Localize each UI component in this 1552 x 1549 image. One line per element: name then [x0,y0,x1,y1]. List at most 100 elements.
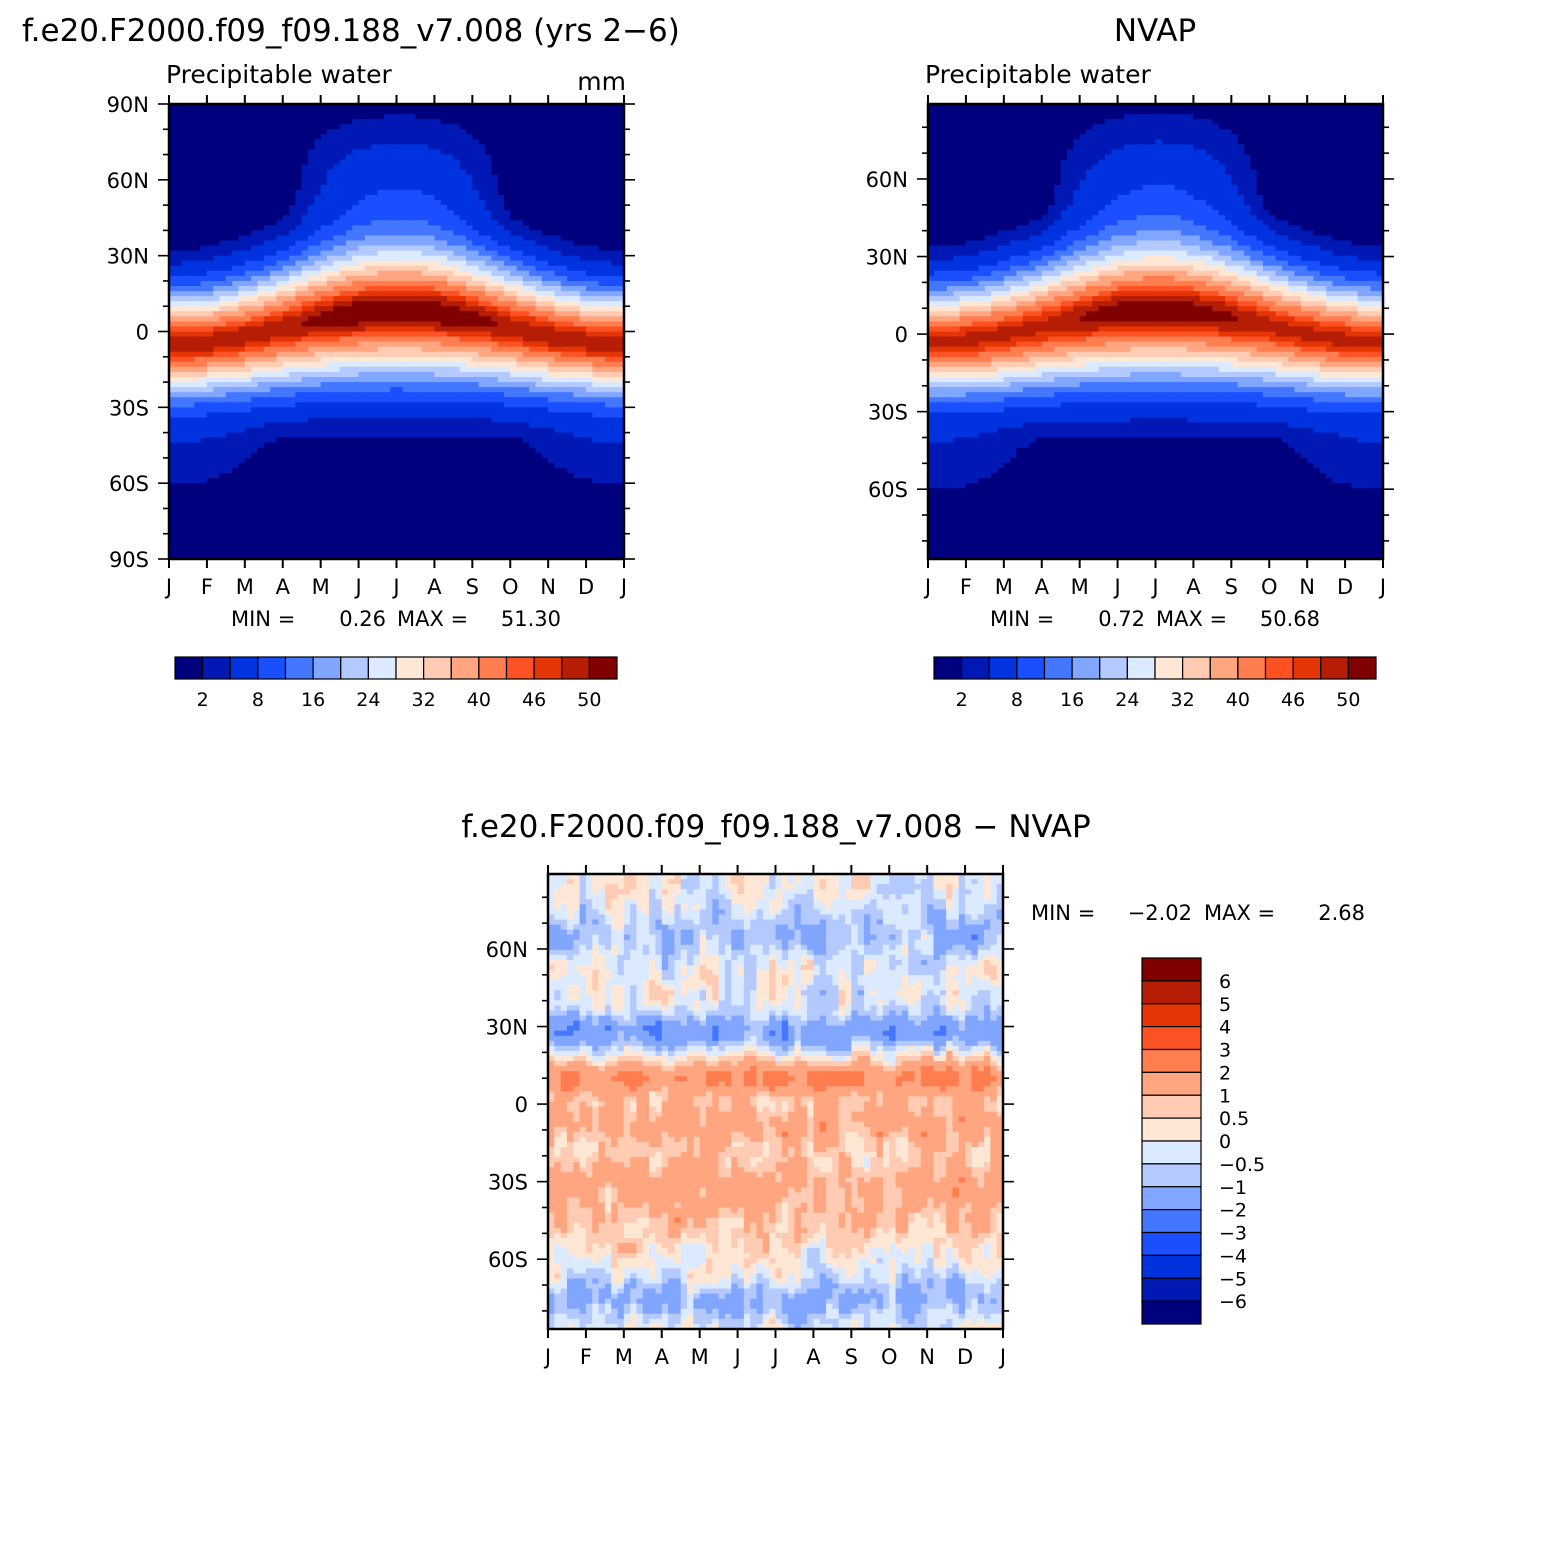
heatmap-cell [257,453,264,459]
heatmap-cell [333,241,340,247]
heatmap-cell [182,246,189,252]
heatmap-cell [283,347,290,353]
heatmap-cell [251,215,258,221]
heatmap-cell [257,448,264,454]
heatmap-cell [517,129,524,135]
heatmap-cell [270,402,277,408]
heatmap-cell [289,195,296,201]
heatmap-cell [517,205,524,211]
heatmap-cell [365,387,372,393]
heatmap-cell [592,124,599,130]
heatmap-cell [378,119,385,125]
heatmap-cell [504,397,511,403]
heatmap-cell [390,155,397,161]
heatmap-cell [567,438,574,444]
heatmap-cell [384,291,391,297]
heatmap-cell [245,114,252,120]
heatmap-cell [498,261,505,267]
heatmap-cell [611,417,618,423]
heatmap-cell [403,433,410,439]
heatmap-cell [352,119,359,125]
heatmap-cell [270,291,277,297]
heatmap-cell [264,321,271,327]
heatmap-cell [283,397,290,403]
heatmap-cell [554,407,561,413]
heatmap-cell [226,271,233,277]
heatmap-cell [529,332,536,338]
heatmap-cell [428,220,435,226]
heatmap-cell [409,362,416,368]
heatmap-cell [548,311,555,317]
heatmap-cell [182,180,189,186]
heatmap-cell [517,392,524,398]
heatmap-cell [340,261,347,267]
heatmap-cell [321,372,328,378]
heatmap-cell [554,144,561,150]
heatmap-cell [561,301,568,307]
heatmap-cell [403,428,410,434]
heatmap-cell [232,271,239,277]
heatmap-cell [289,114,296,120]
heatmap-cell [434,160,441,166]
heatmap-cell [529,134,536,140]
heatmap-cell [605,417,612,423]
heatmap-cell [472,326,479,332]
heatmap-cell [232,382,239,388]
heatmap-cell [333,438,340,444]
heatmap-cell [346,337,353,343]
heatmap-cell [466,200,473,206]
heatmap-cell [213,412,220,418]
heatmap-cell [542,215,549,221]
heatmap-cell [472,160,479,166]
heatmap-cell [213,180,220,186]
heatmap-cell [611,337,618,343]
heatmap-cell [359,185,366,191]
heatmap-cell [194,220,201,226]
heatmap-cell [220,423,227,429]
heatmap-cell [409,357,416,363]
heatmap-cell [352,448,359,454]
heatmap-cell [529,144,536,150]
heatmap-cell [384,433,391,439]
heatmap-cell [605,301,612,307]
heatmap-cell [365,170,372,176]
heatmap-cell [308,180,315,186]
heatmap-cell [201,109,208,115]
heatmap-cell [314,438,321,444]
heatmap-cell [264,225,271,231]
heatmap-cell [239,195,246,201]
heatmap-cell [472,286,479,292]
heatmap-cell [542,225,549,231]
heatmap-cell [580,377,587,383]
heatmap-cell [276,220,283,226]
heatmap-cell [428,342,435,348]
heatmap-cell [340,235,347,241]
heatmap-cell [491,417,498,423]
heatmap-cell [554,397,561,403]
heatmap-cell [283,392,290,398]
heatmap-cell [390,428,397,434]
heatmap-cell [276,392,283,398]
heatmap-cell [321,150,328,156]
heatmap-cell [213,266,220,272]
heatmap-cell [504,291,511,297]
heatmap-cell [390,392,397,398]
heatmap-cell [529,210,536,216]
heatmap-cell [573,160,580,166]
heatmap-cell [245,124,252,130]
heatmap-cell [302,423,309,429]
heatmap-cell [479,190,486,196]
heatmap-cell [428,210,435,216]
heatmap-cell [194,433,201,439]
heatmap-cell [340,332,347,338]
heatmap-cell [611,412,618,418]
heatmap-cell [504,210,511,216]
heatmap-cell [302,210,309,216]
heatmap-cell [485,448,492,454]
heatmap-cell [232,230,239,236]
heatmap-cell [567,382,574,388]
heatmap-cell [276,144,283,150]
heatmap-cell [226,377,233,383]
heatmap-cell [403,170,410,176]
heatmap-cell [479,337,486,343]
